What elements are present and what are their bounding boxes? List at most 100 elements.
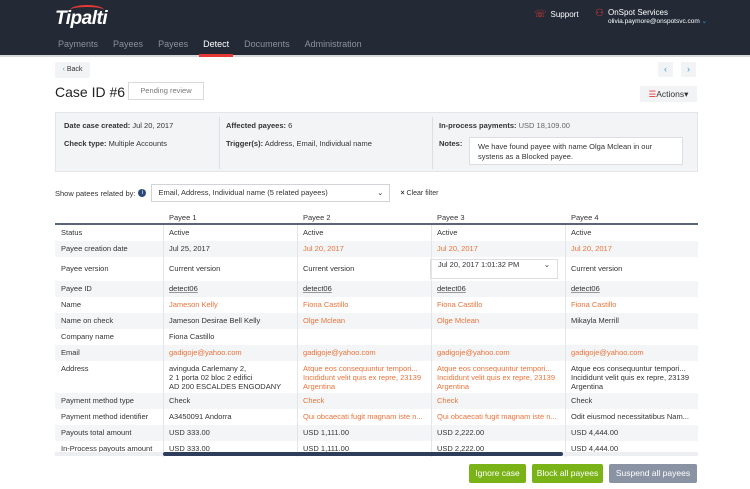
payee-id-link[interactable]: detect06 (169, 284, 198, 293)
table-row: Email gadigoje@yahoo.com gadigoje@yahoo.co… (55, 345, 698, 361)
payee-id-link[interactable]: detect06 (437, 284, 466, 293)
table-cell: USD 2,222.00 (437, 444, 485, 453)
payee-id-link[interactable]: detect06 (303, 284, 332, 293)
table-cell: Fiona Castillo (571, 300, 617, 309)
inprocess-label: In-process payments: (439, 121, 517, 130)
table-cell: Active (169, 228, 190, 237)
related-by-select[interactable]: Email, Address, Individual name (5 relat… (151, 184, 391, 202)
table-row: Company name Fiona Castillo (55, 329, 698, 345)
back-button[interactable]: ‹ Back (55, 62, 90, 78)
row-label: Payee version (61, 264, 109, 273)
table-cell: Olge Mclean (437, 316, 480, 325)
address-cell: Atque eos consequuntur tempori... Incidid… (571, 364, 689, 391)
notes-field[interactable]: We have found payee with name Olga Mclea… (469, 137, 683, 165)
user-email: olivia.paymore@onspotsvc.com (607, 18, 700, 25)
prev-case-button[interactable]: ‹ (658, 62, 673, 77)
info-icon[interactable]: i (138, 189, 147, 197)
column-divider (431, 225, 432, 457)
logo[interactable]: Tipalti (55, 8, 108, 29)
table-cell: Jameson Desirae Bell Kelly (169, 316, 261, 325)
table-cell: Fiona Castillo (169, 332, 215, 341)
table-cell: Jameson Kelly (169, 300, 218, 309)
date-label: Date case created: (64, 121, 131, 130)
related-by-value: Email, Address, Individual name (5 relat… (158, 188, 328, 197)
table-row: Payee creation date Jul 25, 2017 Jul 20, 2… (55, 241, 698, 257)
clear-filter-button[interactable]: × Clear filter (400, 190, 438, 197)
horizontal-scrollbar[interactable] (55, 452, 698, 456)
address-line: AD 200 ESCALDES ENGODANY (169, 382, 282, 391)
filter-label: Show patees related by: (55, 188, 136, 198)
row-label: Name on check (61, 316, 114, 325)
chevron-down-icon: ⌄ (701, 18, 708, 25)
chevron-down-icon: ⌄ (543, 260, 550, 269)
trigger-value: Address, Email, Individual name (264, 139, 372, 148)
address-line: Incididunt velit quis ex repre, 23139 (303, 373, 421, 382)
table-cell: Mikayla Merrill (571, 316, 619, 325)
table-row: Status Active Active Active Active (55, 225, 698, 241)
table-cell: Check (571, 396, 593, 405)
main-nav: Payments Payees Payees Detect Documents Admin… (58, 38, 377, 57)
support-label: Support (550, 10, 579, 19)
suspend-all-payees-button[interactable]: Suspend all payees (609, 464, 697, 483)
user-menu[interactable]: ⚇ OnSpot Services olivia.paymore@onspotsvc… (595, 8, 707, 25)
table-cell: Check (437, 396, 459, 405)
chevron-left-icon: ‹ (62, 66, 65, 73)
check-value: Multiple Accounts (108, 139, 167, 148)
row-label: Payment method type (61, 396, 134, 405)
address-cell: avinguda Carlemany 2, 2 1 porta 02 bloc 2… (169, 364, 281, 391)
table-row: In-Process payouts amount USD 333.00 USD 1… (55, 441, 698, 457)
table-cell: Jul 20, 2017 (437, 244, 478, 253)
nav-tab-payments[interactable]: Payments (58, 39, 99, 49)
table-cell: USD 1,111.00 (303, 444, 349, 453)
scrollbar-thumb[interactable] (163, 452, 563, 456)
page-title: Case ID #6 (55, 84, 126, 100)
payee-comparison-table: Payee 1 Payee 2 Payee 3 Payee 4 Status Active… (55, 211, 698, 457)
table-cell: gadigoje@yahoo.com (169, 348, 242, 357)
table-cell: gadigoje@yahoo.com (303, 348, 376, 357)
table-cell: gadigoje@yahoo.com (571, 348, 644, 357)
table-header: Payee 1 Payee 2 Payee 3 Payee 4 (55, 211, 698, 225)
table-cell: Current version (303, 264, 355, 273)
next-case-button[interactable]: › (681, 62, 696, 77)
ignore-case-button[interactable]: Ignore case (469, 464, 526, 483)
table-cell: USD 4,444.00 (571, 444, 619, 453)
table-cell: Odit eiusmod necessitatibus Nam... (571, 412, 689, 421)
address-line: Atque eos consequuntur tempori... (571, 364, 686, 373)
table-cell: gadigoje@yahoo.com (437, 348, 510, 357)
address-line: Argentina (437, 382, 470, 391)
actions-label: Actions (656, 89, 685, 99)
table-row: Payment method identifier A3450091 Andorr… (55, 409, 698, 425)
table-row: Name Jameson Kelly Fiona Castillo Fiona Cas… (55, 297, 698, 313)
address-line: 2 1 porta 02 bloc 2 edifici (169, 373, 253, 382)
row-label: In-Process payouts amount (61, 444, 153, 453)
address-line: avinguda Carlemany 2, (169, 364, 247, 373)
notes-label: Notes: (439, 139, 463, 148)
column-header: Payee 2 (303, 213, 331, 222)
address-line: Argentina (303, 382, 336, 391)
table-row: Payment method type Check Check Check Check (55, 393, 698, 409)
nav-tab-payees[interactable]: Payees (158, 39, 189, 49)
row-label: Address (61, 364, 89, 373)
table-cell: Olge Mclean (303, 316, 346, 325)
payee-version-select[interactable]: Jul 20, 2017 1:01:32 PM ⌄ (430, 259, 558, 279)
table-row: Address avinguda Carlemany 2, 2 1 porta 02… (55, 361, 698, 393)
date-value: Jul 20, 2017 (132, 121, 174, 130)
nav-tab-documents[interactable]: Documents (244, 39, 290, 49)
actions-button[interactable]: ☰Actions▾ (640, 86, 697, 102)
table-row: Payee version Current version Current vers… (55, 257, 698, 281)
nav-tab-detect[interactable]: Detect (199, 38, 234, 57)
trigger-label: Trigger(s): (226, 139, 264, 148)
table-cell: A3450091 Andorra (169, 412, 232, 421)
table-cell: Current version (169, 264, 221, 273)
row-label: Payment method identifier (61, 412, 149, 421)
back-label: Back (66, 66, 83, 73)
support-link[interactable]: ☏ Support (534, 9, 579, 20)
address-line: Atque eos consequuntur tempori... (437, 364, 552, 373)
close-icon: × (400, 189, 405, 197)
nav-tab-administration[interactable]: Administration (304, 39, 362, 49)
table-cell: Check (169, 396, 191, 405)
nav-tab-payees[interactable]: Payees (113, 39, 144, 49)
block-all-payees-button[interactable]: Block all payees (532, 464, 603, 483)
address-cell: Atque eos consequuntur tempori... Incidid… (437, 364, 555, 391)
payee-id-link[interactable]: detect06 (571, 284, 600, 293)
